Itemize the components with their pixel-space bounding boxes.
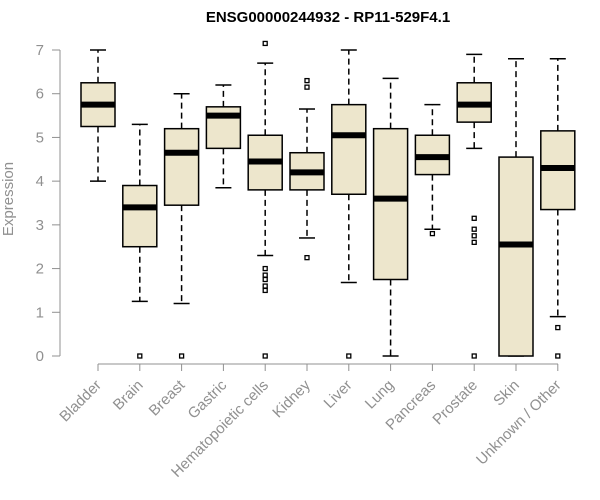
x-tick-label: Skin (490, 377, 523, 410)
box-kidney (289, 77, 325, 261)
iqr-box (122, 184, 158, 248)
iqr-box (498, 156, 534, 357)
outlier-point (262, 287, 268, 294)
outlier-point (262, 283, 268, 289)
outlier-point (471, 233, 477, 239)
box-pancreas (414, 103, 451, 237)
y-tick-label: 3 (36, 217, 44, 234)
outlier-point (304, 77, 310, 84)
y-tick-label: 7 (36, 42, 44, 59)
outlier-point (304, 254, 310, 261)
outlier-point (346, 353, 352, 359)
x-tick-label: Bladder (56, 377, 105, 426)
y-axis-ticks: 0 1 2 3 4 5 6 7 (36, 42, 60, 365)
outlier-point (471, 215, 477, 221)
outlier-point (555, 353, 561, 359)
outlier-point (178, 353, 185, 359)
y-tick-label: 4 (36, 173, 44, 190)
outlier-point (471, 239, 477, 245)
iqr-box (331, 103, 367, 196)
x-tick-label: Brain (110, 377, 147, 414)
x-tick-label: Lung (362, 377, 398, 413)
box-lung (372, 77, 409, 357)
outlier-point (555, 324, 561, 331)
outlier-point (262, 353, 268, 359)
y-tick-label: 5 (36, 129, 44, 146)
box-prostate (456, 53, 492, 359)
box-hematopoietic-cells (247, 40, 283, 359)
outlier-point (429, 230, 436, 237)
y-tick-label: 0 (36, 348, 44, 365)
iqr-box (372, 127, 409, 281)
chart-title: ENSG00000244932 - RP11-529F4.1 (206, 9, 450, 26)
outlier-point (304, 84, 310, 90)
x-tick-label: Liver (321, 377, 356, 412)
x-tick-label: Kidney (269, 376, 314, 421)
y-tick-label: 6 (36, 86, 44, 103)
x-tick-label: Prostate (429, 377, 481, 429)
outlier-point (471, 226, 477, 232)
outlier-point (262, 276, 268, 283)
y-tick-label: 1 (36, 304, 44, 321)
y-tick-label: 2 (36, 261, 44, 278)
box-breast (163, 92, 200, 359)
box-unknown-other (540, 57, 576, 359)
outlier-point (262, 40, 268, 47)
box-brain (122, 123, 158, 359)
box-liver (331, 49, 367, 359)
outlier-point (471, 353, 477, 359)
box-skin (498, 57, 534, 357)
outlier-point (262, 272, 268, 278)
box-gastric (205, 84, 242, 189)
iqr-box (163, 127, 200, 206)
outlier-point (137, 353, 143, 359)
x-tick-label: Breast (146, 376, 189, 419)
y-axis-label: Expression (0, 162, 17, 236)
boxplot-series (80, 40, 576, 359)
box-bladder (80, 49, 116, 182)
outlier-point (262, 265, 268, 272)
